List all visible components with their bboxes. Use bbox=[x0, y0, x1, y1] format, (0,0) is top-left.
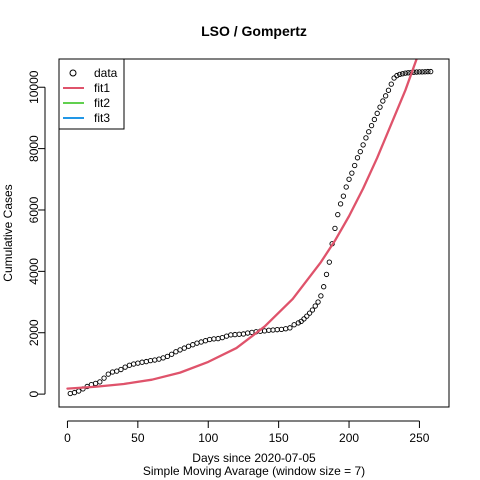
x-tick-label: 200 bbox=[339, 431, 359, 445]
x-axis-sublabel: Simple Moving Avarage (window size = 7) bbox=[143, 464, 365, 478]
legend-label-fit1: fit1 bbox=[94, 81, 110, 95]
legend-label-data: data bbox=[94, 66, 118, 80]
y-tick-label: 4000 bbox=[27, 258, 41, 285]
x-axis-label: Days since 2020-07-05 bbox=[192, 451, 316, 465]
x-tick-label: 50 bbox=[131, 431, 145, 445]
legend-label-fit3: fit3 bbox=[94, 111, 110, 125]
y-axis-label: Cumulative Cases bbox=[1, 184, 15, 281]
x-tick-label: 0 bbox=[64, 431, 71, 445]
x-tick-label: 150 bbox=[269, 431, 289, 445]
y-tick-label: 8000 bbox=[27, 135, 41, 162]
x-tick-label: 100 bbox=[198, 431, 218, 445]
y-tick-label: 6000 bbox=[27, 196, 41, 223]
y-tick-label: 10000 bbox=[27, 70, 41, 104]
y-tick-label: 2000 bbox=[27, 319, 41, 346]
x-tick-label: 250 bbox=[409, 431, 429, 445]
y-tick-label: 0 bbox=[27, 390, 41, 397]
chart-title: LSO / Gompertz bbox=[201, 23, 307, 39]
legend-label-fit2: fit2 bbox=[94, 96, 110, 110]
